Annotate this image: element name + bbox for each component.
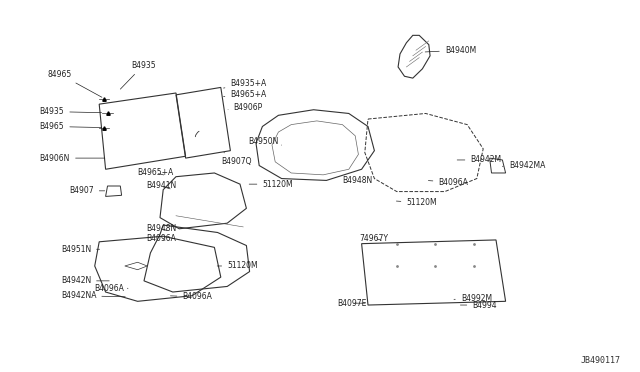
Text: 51120M: 51120M bbox=[396, 198, 437, 207]
Text: B4951N: B4951N bbox=[61, 245, 100, 254]
Text: 84965: 84965 bbox=[48, 70, 102, 97]
Text: B4948N: B4948N bbox=[146, 224, 176, 233]
Text: B4942N: B4942N bbox=[61, 276, 109, 285]
Text: B4965+A: B4965+A bbox=[138, 169, 174, 177]
Text: B4942M: B4942M bbox=[457, 155, 502, 164]
Text: B4994: B4994 bbox=[460, 301, 497, 310]
Text: B4096A: B4096A bbox=[95, 284, 128, 293]
Text: B4935: B4935 bbox=[40, 107, 102, 116]
Text: B4940M: B4940M bbox=[425, 46, 476, 55]
Text: B4935+A: B4935+A bbox=[223, 79, 267, 88]
Text: B4907: B4907 bbox=[69, 186, 105, 195]
Text: B4948N: B4948N bbox=[342, 176, 372, 185]
Text: B4941N: B4941N bbox=[146, 182, 176, 190]
Text: B4906N: B4906N bbox=[40, 154, 105, 163]
Text: B4907Q: B4907Q bbox=[221, 153, 252, 166]
Text: B4096A: B4096A bbox=[428, 178, 468, 187]
Text: B4096A: B4096A bbox=[170, 292, 212, 301]
Text: B4097E: B4097E bbox=[337, 299, 367, 308]
Text: 74967Y: 74967Y bbox=[360, 234, 388, 243]
Text: B4965+A: B4965+A bbox=[223, 90, 267, 99]
Text: JB490117: JB490117 bbox=[581, 356, 621, 365]
Text: B4096A: B4096A bbox=[146, 234, 176, 243]
Text: B4950N: B4950N bbox=[248, 137, 282, 146]
Text: B4942NA: B4942NA bbox=[61, 291, 125, 300]
Text: 51120M: 51120M bbox=[249, 180, 293, 189]
Text: B4965: B4965 bbox=[40, 122, 102, 131]
Text: B4906P: B4906P bbox=[228, 103, 263, 112]
Text: B4992M: B4992M bbox=[454, 294, 492, 303]
Text: B4942MA: B4942MA bbox=[502, 161, 545, 170]
Text: B4935: B4935 bbox=[120, 61, 156, 89]
Text: 51120M: 51120M bbox=[217, 262, 258, 270]
